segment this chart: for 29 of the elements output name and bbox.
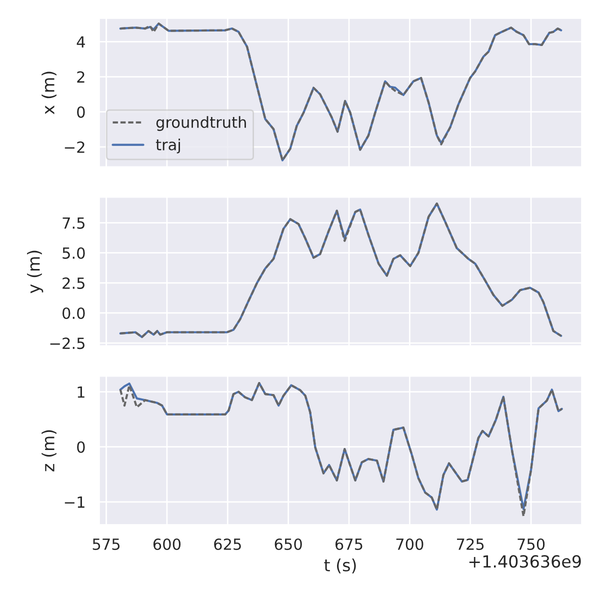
y-axis-title: x (m) — [42, 72, 56, 114]
x-tick-label: 600 — [153, 538, 181, 550]
y-tick-label: 1 — [78, 386, 84, 398]
y-axis-title: z (m) — [42, 430, 56, 472]
y-tick-label: −2.5 — [50, 338, 84, 350]
legend-label: groundtruth — [156, 116, 246, 131]
y-tick-label: −1 — [64, 496, 84, 508]
line-series — [119, 22, 562, 162]
y-tick-label: 4 — [76, 36, 85, 48]
y-tick-label: 2.5 — [62, 277, 84, 289]
x-tick-label: 625 — [214, 538, 241, 550]
x-tick-label: 650 — [274, 538, 302, 550]
x-tick-label: 750 — [518, 538, 545, 550]
y-tick-label: 5.0 — [62, 247, 85, 259]
y-tick-label: 7.5 — [62, 217, 84, 229]
x-tick-label: 700 — [396, 538, 424, 550]
y-tick-label: 0 — [77, 441, 85, 453]
text: +1.403636e9 — [469, 555, 581, 568]
x-tick-label: 575 — [92, 538, 120, 550]
legend-label: traj — [156, 138, 180, 154]
x-tick-label: 675 — [335, 538, 362, 550]
y-axis-title: y (m) — [27, 250, 44, 294]
y-tick-label: 2 — [77, 71, 84, 83]
x-tick-label: 725 — [457, 538, 484, 550]
x-axis-title: t (s) — [324, 558, 356, 574]
line-series — [119, 202, 562, 338]
y-tick-label: 0.0 — [62, 307, 85, 320]
y-tick-label: 0 — [77, 106, 85, 118]
y-tick-label: −2 — [64, 141, 84, 153]
